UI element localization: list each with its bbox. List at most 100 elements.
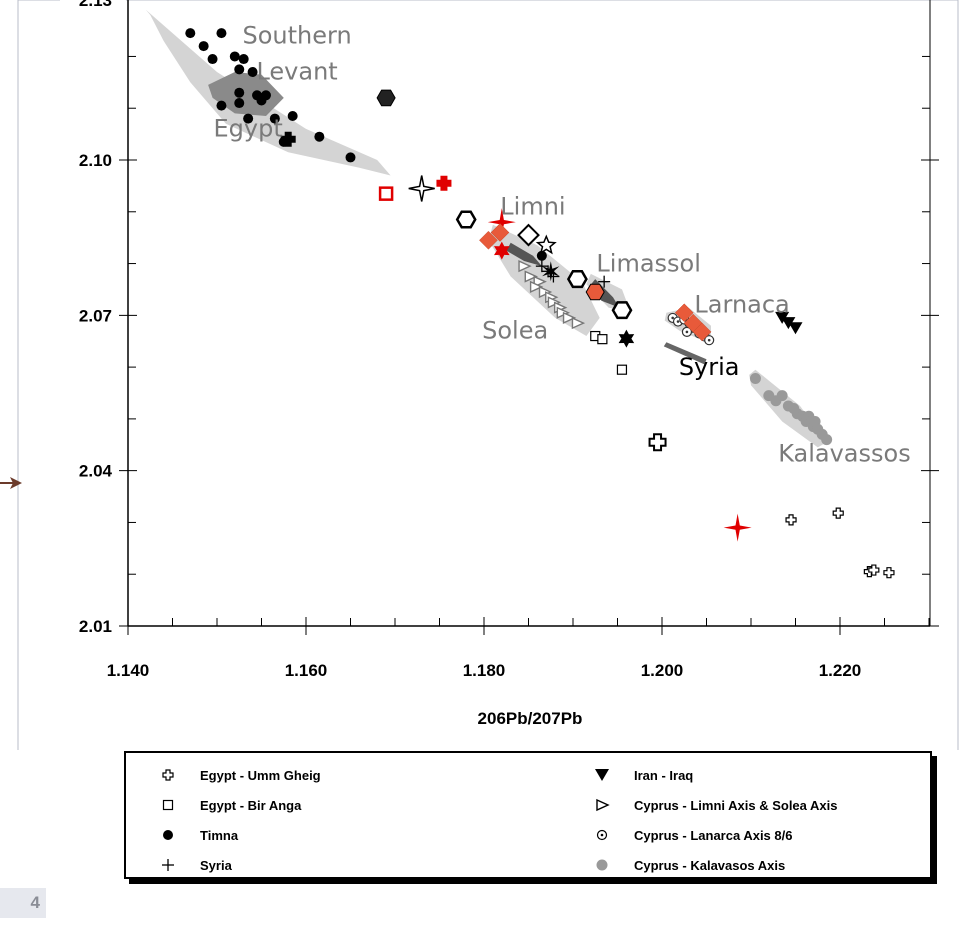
x-tick-label: 1.160: [285, 661, 328, 680]
legend-symbol: [163, 830, 173, 840]
data-point: [611, 301, 633, 320]
legend-item-syria: Syria: [158, 854, 232, 876]
legend-label: Egypt - Umm Gheig: [200, 767, 321, 783]
data-point: [785, 514, 797, 526]
legend-item-cyprus-limni-solea: Cyprus - Limni Axis & Solea Axis: [592, 794, 837, 816]
legend-marker: [596, 829, 608, 841]
legend-symbol: [162, 859, 174, 871]
legend-label: Syria: [200, 857, 232, 873]
filled-down-triangle-icon: [592, 765, 612, 785]
data-point: [479, 230, 498, 250]
x-tick-label: 1.140: [107, 661, 150, 680]
filled-circle-icon: [158, 825, 178, 845]
data-point: [598, 275, 611, 288]
field-label: Levant: [256, 58, 337, 86]
legend-marker: [162, 769, 174, 781]
data-point: [749, 373, 761, 385]
data-point: [616, 364, 628, 375]
legend-marker: [596, 859, 608, 871]
data-point: [585, 283, 605, 301]
legend-symbol: [595, 769, 609, 781]
data-point: [868, 564, 880, 576]
data-point: [280, 131, 296, 147]
data-point: [345, 152, 356, 163]
data-point: [216, 28, 227, 39]
data-point: [597, 334, 608, 345]
arrow-head: [10, 477, 22, 489]
y-tick-label-clipped: 2.13: [79, 0, 112, 10]
data-point: [535, 234, 557, 255]
x-tick-label: 1.200: [641, 661, 684, 680]
data-point: [562, 311, 577, 325]
dot: [707, 338, 711, 342]
gray-circle-icon: [592, 855, 612, 875]
legend-item-timna: Timna: [158, 824, 238, 846]
data-point: [821, 434, 833, 446]
data-point: [524, 270, 538, 283]
series-egypt-umm-gheig: [785, 507, 895, 579]
legend-item-iran-iraq: Iran - Iraq: [592, 764, 693, 786]
data-point: [781, 317, 796, 330]
legend: Egypt - Umm Gheig Iran - Iraq Egypt - Bi…: [124, 751, 932, 879]
data-point: [538, 285, 553, 299]
legend-marker: [595, 769, 609, 781]
data-point: [455, 210, 477, 229]
dot: [685, 330, 689, 334]
open-square-icon: [158, 795, 178, 815]
data-point: [408, 175, 435, 202]
data-point: [287, 110, 298, 121]
y-tick-label: 2.10: [79, 151, 112, 170]
legend-label: Timna: [200, 827, 239, 843]
data-point: [487, 208, 516, 237]
data-point: [494, 241, 510, 260]
data-point: [517, 223, 540, 247]
data-point: [490, 223, 510, 242]
scatter-plot: 2.13 2.01 2.04 2.07 2.10 1.140 1.160 1.180 1.200…: [0, 0, 959, 750]
extra-markers: [280, 89, 752, 542]
data-point: [198, 41, 209, 52]
data-point: [618, 329, 635, 348]
legend-symbol: [162, 799, 174, 811]
data-point: [529, 280, 544, 293]
plot-area: [145, 9, 895, 579]
legend-item-egypt-umm-gheig: Egypt - Umm Gheig: [158, 764, 321, 786]
data-point: [674, 303, 694, 323]
legend-marker: [596, 798, 610, 812]
series-iran-iraq: [775, 311, 803, 335]
data-point: [234, 98, 245, 109]
field-limni-core: [506, 242, 542, 267]
data-point: [648, 433, 667, 452]
data-point: [269, 113, 280, 124]
data-point: [788, 322, 803, 335]
legend-label: Cyprus - Lanarca Axis 8/6: [634, 827, 793, 843]
data-point: [518, 260, 532, 273]
data-point: [535, 260, 548, 273]
data-point: [776, 390, 788, 402]
field-label: Egypt: [214, 115, 283, 143]
legend-item-cyprus-kalavasos: Cyprus - Kalavasos Axis: [592, 854, 785, 876]
dot-circle-icon: [592, 825, 612, 845]
legend-label: Egypt - Bir Anga: [200, 797, 302, 813]
data-point: [883, 567, 895, 579]
legend-marker: [163, 830, 173, 840]
data-point: [571, 317, 586, 330]
y-tick-label: 2.07: [79, 306, 112, 325]
arrow-icon: [0, 477, 22, 489]
field-label: Southern: [243, 22, 352, 50]
open-right-triangle-icon: [592, 795, 612, 815]
data-point: [260, 90, 271, 101]
series-timna: [185, 28, 547, 261]
data-point: [243, 113, 254, 124]
data-point: [536, 250, 547, 261]
data-point: [238, 54, 249, 65]
legend-label: Cyprus - Limni Axis & Solea Axis: [634, 797, 838, 813]
data-point: [556, 306, 571, 319]
data-point: [436, 175, 452, 191]
field-label: Syria: [679, 353, 740, 381]
data-point: [832, 507, 844, 519]
field-label: Kalavassos: [778, 439, 911, 467]
y-tick-label: 2.04: [79, 462, 113, 481]
data-point: [378, 186, 394, 201]
data-point: [723, 513, 752, 542]
legend-symbol: [596, 829, 608, 841]
